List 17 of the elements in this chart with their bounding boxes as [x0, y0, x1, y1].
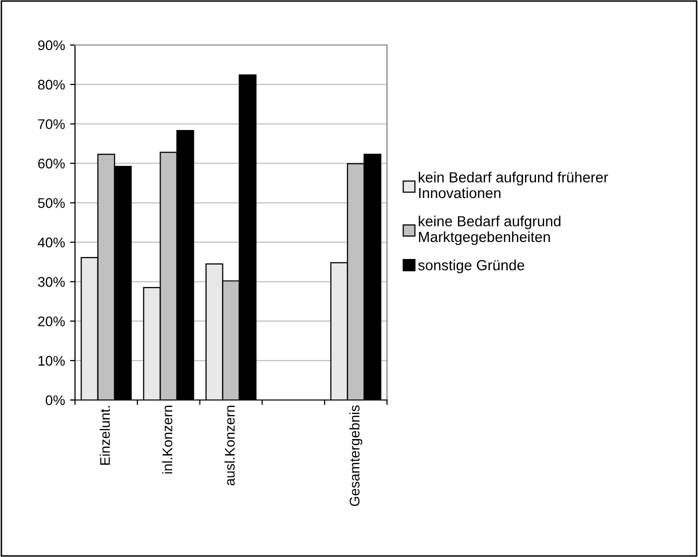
y-tick-label: 70% [38, 119, 65, 130]
y-tick-label: 50% [38, 198, 65, 208]
y-tick-label: 60% [38, 158, 65, 169]
x-tick-label: inl.Konzern [162, 406, 172, 474]
y-tick-label: 0% [46, 395, 65, 406]
y-tick-label: 80% [38, 80, 65, 90]
legend-label: kein Bedarf aufgrund früherer Innovationen [418, 172, 608, 198]
x-tick-label: ausl.Konzern [224, 406, 235, 486]
legend-label: keine Bedarf aufgrund Marktgegebenheiten [418, 216, 560, 245]
y-tick-label: 40% [38, 238, 65, 248]
y-tick-label: 90% [38, 40, 65, 50]
legend-label: sonstige Gründe [418, 260, 524, 274]
x-tick-label: Gesamtergebnis [349, 405, 362, 506]
y-tick-label: 10% [38, 356, 65, 366]
x-tick-label: Einzelunt. [100, 406, 110, 465]
y-tick-label: 30% [38, 277, 65, 287]
y-tick-label: 20% [38, 316, 65, 326]
